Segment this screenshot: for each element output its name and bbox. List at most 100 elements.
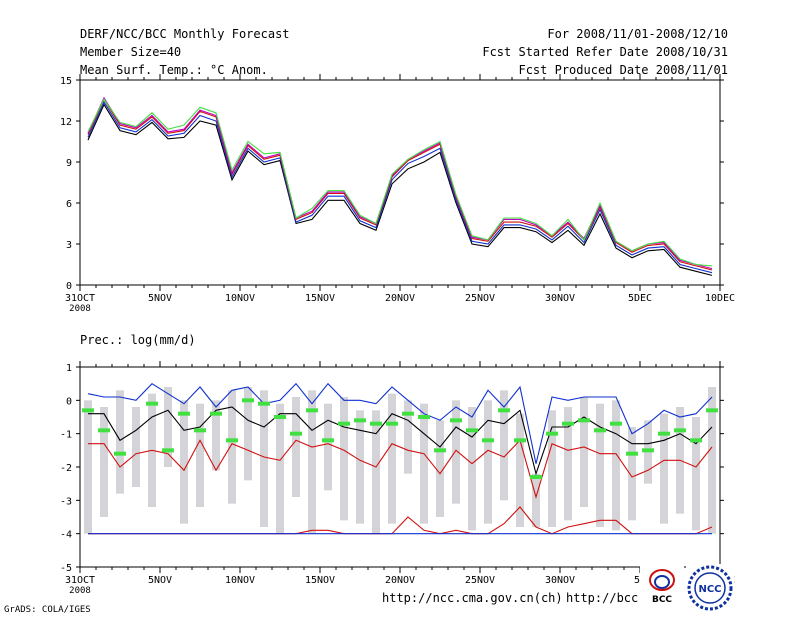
temp-ytick-label: 6 — [66, 199, 72, 210]
prec-range-bar — [212, 400, 220, 471]
prec-range-bar — [548, 410, 556, 527]
prec-series-black-median — [88, 406, 713, 476]
prec-obs-marker — [322, 438, 334, 443]
temp-series-green — [87, 98, 713, 267]
prec-obs-marker — [114, 451, 126, 456]
prec-obs-marker — [402, 411, 414, 416]
prec-range-bar — [708, 387, 716, 534]
bcc-logo: BCC — [640, 566, 684, 606]
prec-obs-marker — [674, 428, 686, 433]
prec-obs-marker — [354, 418, 366, 423]
temp-xtick-label: 10DEC — [705, 293, 735, 304]
prec-ytick-label: -4 — [60, 530, 72, 541]
temp-ytick-label: 3 — [66, 240, 72, 251]
temp-ytick-label: 15 — [60, 76, 72, 87]
prec-range-bar — [436, 420, 444, 517]
prec-obs-marker — [658, 431, 670, 436]
temp-xtick-label: 10NOV — [225, 293, 255, 304]
member-size: Member Size=40 — [80, 45, 182, 59]
prec-range-bar — [500, 390, 508, 501]
temp-series-black — [87, 103, 713, 276]
prec-range-bar — [340, 397, 348, 521]
temp-xtick-label: 15NOV — [305, 293, 335, 304]
prec-range-bar — [292, 397, 300, 497]
prec-range-bar — [164, 387, 172, 467]
start-date: Fcst Started Refer Date 2008/10/31 — [482, 45, 728, 59]
prec-xtick-label: 15NOV — [305, 575, 335, 586]
prec-obs-marker — [546, 431, 558, 436]
prec-xtick-label: 20NOV — [385, 575, 415, 586]
prec-obs-marker — [386, 421, 398, 426]
prec-obs-marker — [450, 418, 462, 423]
prec-range-bar — [244, 387, 252, 481]
prec-range-bar — [276, 403, 284, 534]
prec-obs-marker — [610, 421, 622, 426]
temp-xtick-label: 5NOV — [148, 293, 172, 304]
prec-range-bar — [388, 393, 396, 524]
prec-obs-marker — [162, 448, 174, 453]
prec-range-bar — [660, 413, 668, 524]
prec-obs-marker — [274, 415, 286, 419]
prec-series-red-lower — [88, 439, 713, 499]
prec-range-bar — [628, 427, 636, 521]
prec-frame — [79, 366, 721, 568]
prec-range-bar — [484, 400, 492, 524]
prec-obs-marker — [242, 398, 254, 403]
prec-range-bar — [260, 390, 268, 527]
ncc-logo: NCC — [686, 564, 734, 612]
prec-obs-marker — [562, 421, 574, 426]
chart-title: DERF/NCC/BCC Monthly Forecast — [80, 27, 290, 41]
prec-range-bar — [564, 407, 572, 521]
prec-obs-marker — [418, 415, 430, 419]
prec-range-bar — [516, 413, 524, 527]
prec-obs-marker — [514, 438, 526, 443]
prec-range-bar — [372, 410, 380, 534]
prec-range-bar — [452, 400, 460, 504]
temp-xtick-label: 25NOV — [465, 293, 495, 304]
temp-panel: 0 3 6 9 12 15 31OCT 5NOV 10NOV 15NOV 20NOV 25NOV 30N… — [60, 74, 735, 314]
url-bcc[interactable]: http://bcc.c — [566, 591, 653, 605]
prec-obs-marker — [82, 408, 94, 413]
grads-credit: GrADS: COLA/IGES — [4, 605, 91, 615]
prec-range-bar — [468, 407, 476, 531]
prec-range-bar — [116, 390, 124, 494]
prec-obs-marker — [338, 421, 350, 426]
prec-obs-marker — [498, 408, 510, 413]
url-ncc[interactable]: http://ncc.cma.gov.cn(ch) — [382, 591, 563, 605]
prec-range-bar — [532, 473, 540, 527]
prec-range-bar — [180, 400, 188, 524]
prec-range-bar — [692, 417, 700, 531]
prec-ytick-label: -5 — [60, 563, 72, 574]
prec-obs-marker — [626, 451, 638, 456]
prec-ytick-label: -2 — [60, 463, 72, 474]
prec-obs-marker — [594, 428, 606, 433]
prec-obs-marker — [98, 428, 110, 433]
prec-xtick-label: 31OCT — [65, 575, 95, 586]
prec-obs-marker — [642, 448, 654, 453]
prec-obs-marker — [482, 438, 494, 443]
prec-ytick-label: 1 — [66, 363, 72, 374]
temp-series-red — [87, 97, 713, 271]
temp-xtick-label: 5DEC — [628, 293, 652, 304]
prec-obs-marker — [370, 421, 382, 426]
prec-obs-marker — [434, 448, 446, 453]
temp-ytick-label: 0 — [66, 281, 72, 292]
temp-xtick-label: 30NOV — [545, 293, 575, 304]
prec-range-bar — [404, 400, 412, 474]
prec-obs-marker — [258, 401, 270, 406]
prec-xtick-label: 10NOV — [225, 575, 255, 586]
prec-series-blue-upper — [87, 382, 713, 464]
temp-xtick-label: 31OCT — [65, 293, 95, 304]
prec-obs-marker — [210, 411, 222, 416]
prec-obs-marker — [194, 428, 206, 433]
prec-range-bar — [356, 410, 364, 524]
prec-ytick-label: -3 — [60, 496, 72, 507]
temp-frame — [79, 79, 721, 286]
prec-obs-marker — [290, 431, 302, 436]
prec-range-bar — [420, 403, 428, 524]
forecast-period: For 2008/11/01-2008/12/10 — [547, 27, 728, 41]
prec-obs-marker — [226, 438, 238, 443]
prec-panel: -5 -4 -3 -2 -1 0 1 31OCT 5NOV 10NOV 15NOV 20NOV 25NO… — [60, 361, 735, 596]
prec-title: Prec.: log(mm/d) — [80, 333, 196, 347]
